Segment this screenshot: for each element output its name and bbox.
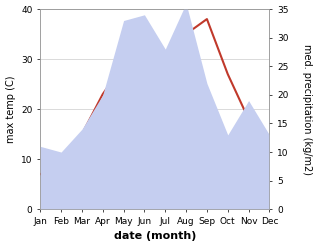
- X-axis label: date (month): date (month): [114, 231, 196, 242]
- Y-axis label: med. precipitation (kg/m2): med. precipitation (kg/m2): [302, 44, 313, 175]
- Y-axis label: max temp (C): max temp (C): [5, 75, 16, 143]
